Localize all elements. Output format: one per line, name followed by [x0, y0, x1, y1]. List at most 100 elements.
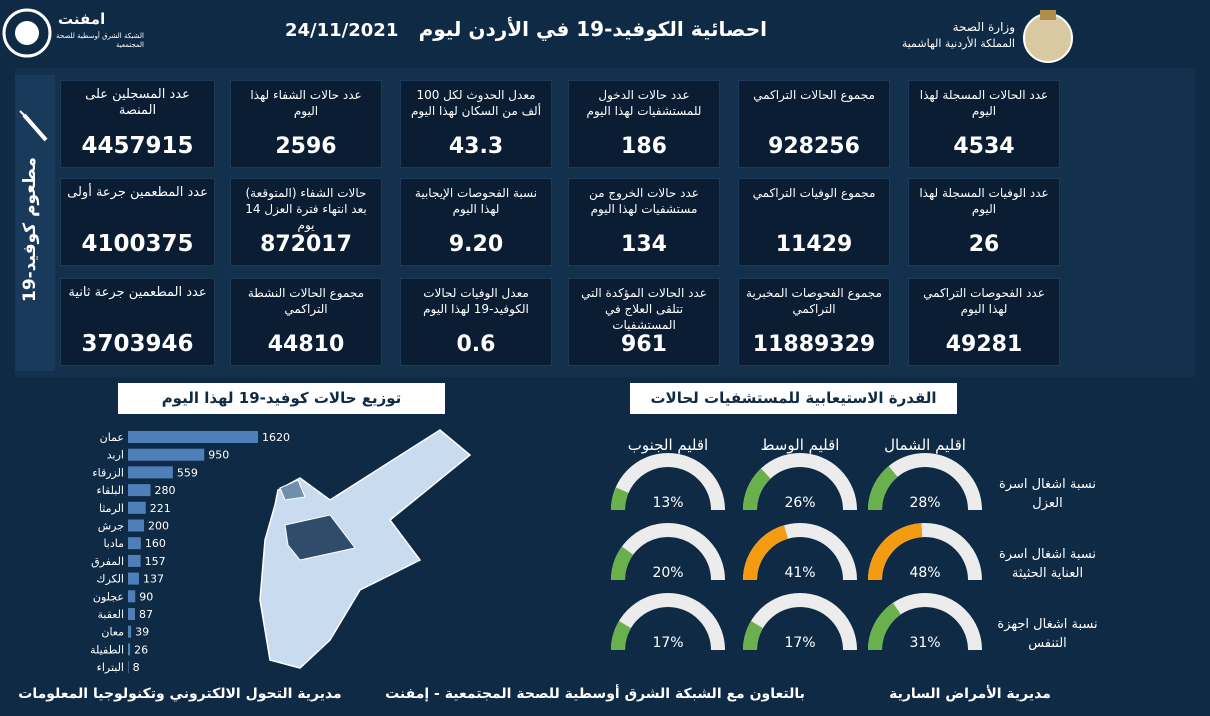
- footer-right: مديرية الأمراض السارية: [889, 686, 1051, 702]
- syringe: [19, 110, 48, 142]
- gauge-label: 28%: [909, 495, 940, 511]
- stat-value: 872017: [260, 232, 352, 257]
- bar-value: 26: [134, 643, 148, 656]
- stat-card: حالات الشفاء (المتوقعة) بعد انتهاء فترة …: [230, 178, 382, 266]
- stat-value: 44810: [267, 332, 345, 357]
- gauge-value: [743, 468, 771, 511]
- gauge-value: [743, 620, 764, 651]
- logo-globe: [15, 21, 39, 45]
- gauge-value: [868, 602, 902, 651]
- footer-left: مديرية التحول الالكتروني وتكنولوجيا المع…: [18, 686, 342, 702]
- emblem-shape: [1023, 13, 1073, 63]
- bar: [128, 643, 131, 656]
- bar: [128, 484, 151, 497]
- bar: [128, 448, 205, 461]
- ministry: وزارة الصحة: [952, 20, 1015, 34]
- stat-card: عدد حالات الخروج من مستشفيات لهذا اليوم 1…: [568, 178, 720, 266]
- bar-category: المفرق: [91, 555, 124, 568]
- stat-value: 9.20: [448, 232, 504, 257]
- bar-category: عجلون: [93, 590, 124, 603]
- bar-value: 1620: [262, 431, 290, 444]
- gauge-label: 17%: [652, 635, 683, 651]
- bar-value: 90: [139, 590, 153, 603]
- bar: [128, 554, 141, 567]
- bar-value: 39: [135, 626, 149, 639]
- stat-card: مجموع الفحوصات المخبرية التراكمي 11889329: [738, 278, 890, 366]
- title: احصائية الكوفيد-19 في الأردن ليوم: [418, 17, 767, 41]
- stat-label: عدد الحالات المؤكدة التي تتلقى العلاج في…: [581, 286, 707, 332]
- stat-label: نسبة الفحوصات الإيجابية لهذا اليوم: [414, 186, 538, 216]
- gauge-label: 20%: [652, 565, 683, 581]
- stat-card: عدد الحالات المؤكدة التي تتلقى العلاج في…: [568, 278, 720, 366]
- bar-category: مادبا: [103, 537, 124, 550]
- stat-card: عدد الفحوصات التراكمي لهذا اليوم 49281: [908, 278, 1060, 366]
- bar-category: البتراء: [97, 661, 124, 674]
- bar-chart-title: توزيع حالات كوفيد-19 لهذا اليوم: [118, 383, 445, 414]
- stat-card: مجموع الحالات النشطة التراكمي 44810: [230, 278, 382, 366]
- stat-label: مجموع الوفيات التراكمي: [752, 186, 876, 200]
- stat-value: 11429: [775, 232, 853, 257]
- bar-category: العقبة: [98, 608, 125, 621]
- stat-card: عدد الوفيات المسجلة لهذا اليوم 26: [908, 178, 1060, 266]
- jordan-map: [259, 429, 472, 669]
- bar: [128, 501, 146, 514]
- gauge-label: 17%: [784, 635, 815, 651]
- gauge-track: [611, 453, 725, 511]
- gauge-value: [868, 466, 898, 511]
- vaccine-value: 3703946: [81, 331, 194, 357]
- vaccine-label: عدد المطعمين جرعة ثانية: [68, 285, 207, 300]
- gauge-label: 31%: [909, 635, 940, 651]
- vaccine-card: عدد المطعمين جرعة أولى 4100375: [60, 178, 215, 266]
- stat-label: عدد حالات الدخول للمستشفيات لهذا اليوم: [586, 88, 702, 118]
- gauge-label: 48%: [909, 565, 940, 581]
- gauge-value: [611, 487, 629, 511]
- stat-card: عدد حالات الشفاء لهذا اليوم 2596: [230, 80, 382, 168]
- bar-value: 157: [145, 555, 166, 568]
- bar-value: 221: [150, 502, 171, 515]
- bar-value: 87: [139, 608, 153, 621]
- stat-value: 961: [621, 332, 667, 357]
- stat-card: معدل الحدوث لكل 100 ألف من السكان لهذا ا…: [400, 80, 552, 168]
- logo: [2, 8, 52, 58]
- stat-value: 2596: [275, 134, 337, 159]
- syringe-body: [22, 113, 48, 142]
- bar-category: عمان: [100, 431, 124, 444]
- bar-value: 280: [154, 484, 175, 497]
- stat-label: معدل الوفيات لحالات الكوفيد-19 لهذا اليو…: [423, 286, 529, 316]
- stat-label: معدل الحدوث لكل 100 ألف من السكان لهذا ا…: [410, 88, 542, 118]
- bar-value: 160: [145, 537, 166, 550]
- bar-value: 950: [208, 449, 229, 462]
- gauge-label: 13%: [652, 495, 683, 511]
- stat-label: عدد الحالات المسجلة لهذا اليوم: [919, 88, 1049, 118]
- map-region-north: [279, 479, 306, 501]
- bar-value: 8: [133, 661, 140, 674]
- vaccine-label: عدد المسجلين على المنصة: [85, 87, 190, 118]
- gauge-label: 41%: [784, 565, 815, 581]
- stat-label: مجموع الفحوصات المخبرية التراكمي: [746, 286, 882, 316]
- bar-category: الزرقاء: [92, 466, 124, 479]
- bar-category: اربد: [107, 449, 124, 462]
- stat-card: عدد حالات الدخول للمستشفيات لهذا اليوم 18…: [568, 80, 720, 168]
- bar: [128, 661, 129, 674]
- gauge-label: 26%: [784, 495, 815, 511]
- bar-value: 559: [177, 466, 198, 479]
- date: 24/11/2021: [285, 20, 399, 41]
- bar-category: الكرك: [96, 573, 124, 586]
- bar-category: جرش: [98, 520, 124, 533]
- row-label: نسبة اشغال اسرة العناية الحثيثة: [998, 547, 1097, 581]
- stat-card: نسبة الفحوصات الإيجابية لهذا اليوم 9.20: [400, 178, 552, 266]
- stat-card: عدد الحالات المسجلة لهذا اليوم 4534: [908, 80, 1060, 168]
- logo-ring: [2, 8, 52, 58]
- emblem-crown: [1040, 10, 1056, 20]
- bar-category: البلقاء: [97, 484, 124, 497]
- bar: [128, 431, 258, 443]
- bar-category: الرمثا: [99, 502, 124, 515]
- region-label: اقليم الجنوب: [628, 436, 708, 454]
- bar: [128, 537, 141, 550]
- vaccine-card: عدد المطعمين جرعة ثانية 3703946: [60, 278, 215, 366]
- map-country: [259, 429, 472, 669]
- region-label: اقليم الشمال: [884, 436, 966, 454]
- stat-label: مجموع الحالات النشطة التراكمي: [247, 286, 365, 316]
- stat-card: مجموع الوفيات التراكمي 11429: [738, 178, 890, 266]
